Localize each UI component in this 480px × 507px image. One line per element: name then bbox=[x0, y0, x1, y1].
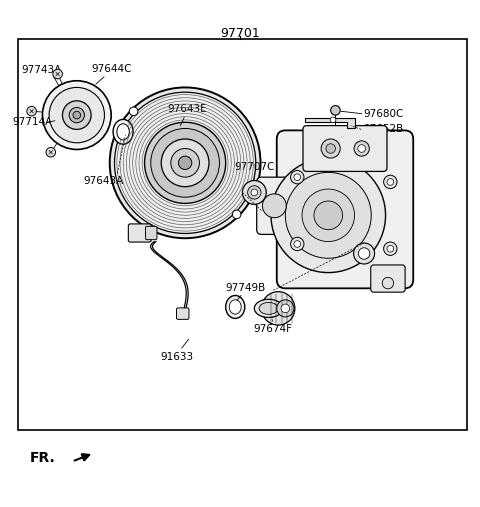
Circle shape bbox=[290, 170, 304, 184]
Text: 97643A: 97643A bbox=[84, 176, 124, 186]
Text: 97743A: 97743A bbox=[22, 64, 62, 75]
Circle shape bbox=[326, 144, 336, 153]
Circle shape bbox=[384, 242, 397, 256]
Circle shape bbox=[277, 300, 294, 317]
Circle shape bbox=[161, 139, 209, 187]
Circle shape bbox=[27, 106, 36, 116]
Text: 97714A: 97714A bbox=[12, 117, 52, 127]
Circle shape bbox=[251, 189, 258, 196]
Text: 97680C: 97680C bbox=[363, 108, 404, 119]
Circle shape bbox=[115, 92, 256, 233]
Circle shape bbox=[281, 304, 289, 313]
Circle shape bbox=[290, 237, 304, 250]
Text: 97674F: 97674F bbox=[253, 324, 292, 334]
Circle shape bbox=[294, 174, 300, 180]
Text: 97643E: 97643E bbox=[168, 103, 207, 114]
Circle shape bbox=[232, 210, 241, 219]
Ellipse shape bbox=[254, 299, 283, 317]
Circle shape bbox=[151, 128, 219, 197]
Text: 97701: 97701 bbox=[220, 27, 260, 40]
Text: 91633: 91633 bbox=[160, 352, 193, 362]
Ellipse shape bbox=[113, 120, 133, 144]
Circle shape bbox=[294, 241, 300, 247]
Circle shape bbox=[271, 158, 385, 273]
Ellipse shape bbox=[229, 300, 241, 314]
FancyBboxPatch shape bbox=[145, 226, 157, 240]
Circle shape bbox=[384, 175, 397, 189]
Ellipse shape bbox=[117, 124, 129, 140]
FancyBboxPatch shape bbox=[257, 177, 295, 234]
Circle shape bbox=[53, 69, 62, 79]
FancyBboxPatch shape bbox=[371, 265, 405, 292]
Circle shape bbox=[69, 107, 84, 123]
Circle shape bbox=[302, 189, 355, 241]
Polygon shape bbox=[305, 118, 355, 128]
Circle shape bbox=[330, 117, 336, 123]
Circle shape bbox=[42, 81, 111, 150]
Circle shape bbox=[387, 178, 394, 185]
Circle shape bbox=[242, 180, 266, 204]
Circle shape bbox=[248, 186, 261, 199]
Circle shape bbox=[285, 172, 371, 258]
Circle shape bbox=[354, 243, 374, 264]
Circle shape bbox=[387, 245, 394, 252]
FancyBboxPatch shape bbox=[277, 130, 413, 288]
Ellipse shape bbox=[226, 296, 245, 318]
Circle shape bbox=[321, 139, 340, 158]
FancyBboxPatch shape bbox=[128, 224, 151, 242]
Circle shape bbox=[171, 149, 199, 177]
Circle shape bbox=[46, 148, 56, 157]
Circle shape bbox=[354, 141, 369, 156]
Text: 97652B: 97652B bbox=[363, 124, 403, 134]
Circle shape bbox=[179, 156, 192, 169]
Circle shape bbox=[314, 201, 343, 230]
Circle shape bbox=[382, 277, 394, 289]
Circle shape bbox=[263, 194, 286, 218]
Circle shape bbox=[129, 107, 138, 116]
Text: 97707C: 97707C bbox=[234, 162, 275, 172]
Ellipse shape bbox=[259, 302, 278, 314]
Circle shape bbox=[331, 105, 340, 115]
Circle shape bbox=[62, 101, 91, 129]
Circle shape bbox=[144, 122, 226, 203]
Circle shape bbox=[49, 87, 105, 143]
Circle shape bbox=[262, 292, 295, 325]
Circle shape bbox=[358, 144, 365, 152]
Circle shape bbox=[110, 87, 261, 238]
Circle shape bbox=[73, 112, 81, 119]
FancyBboxPatch shape bbox=[177, 308, 189, 319]
Circle shape bbox=[359, 248, 370, 259]
Text: 97644C: 97644C bbox=[91, 64, 132, 74]
FancyBboxPatch shape bbox=[18, 39, 467, 430]
Text: FR.: FR. bbox=[30, 451, 56, 465]
Text: 97749B: 97749B bbox=[226, 282, 266, 293]
FancyBboxPatch shape bbox=[303, 126, 387, 171]
